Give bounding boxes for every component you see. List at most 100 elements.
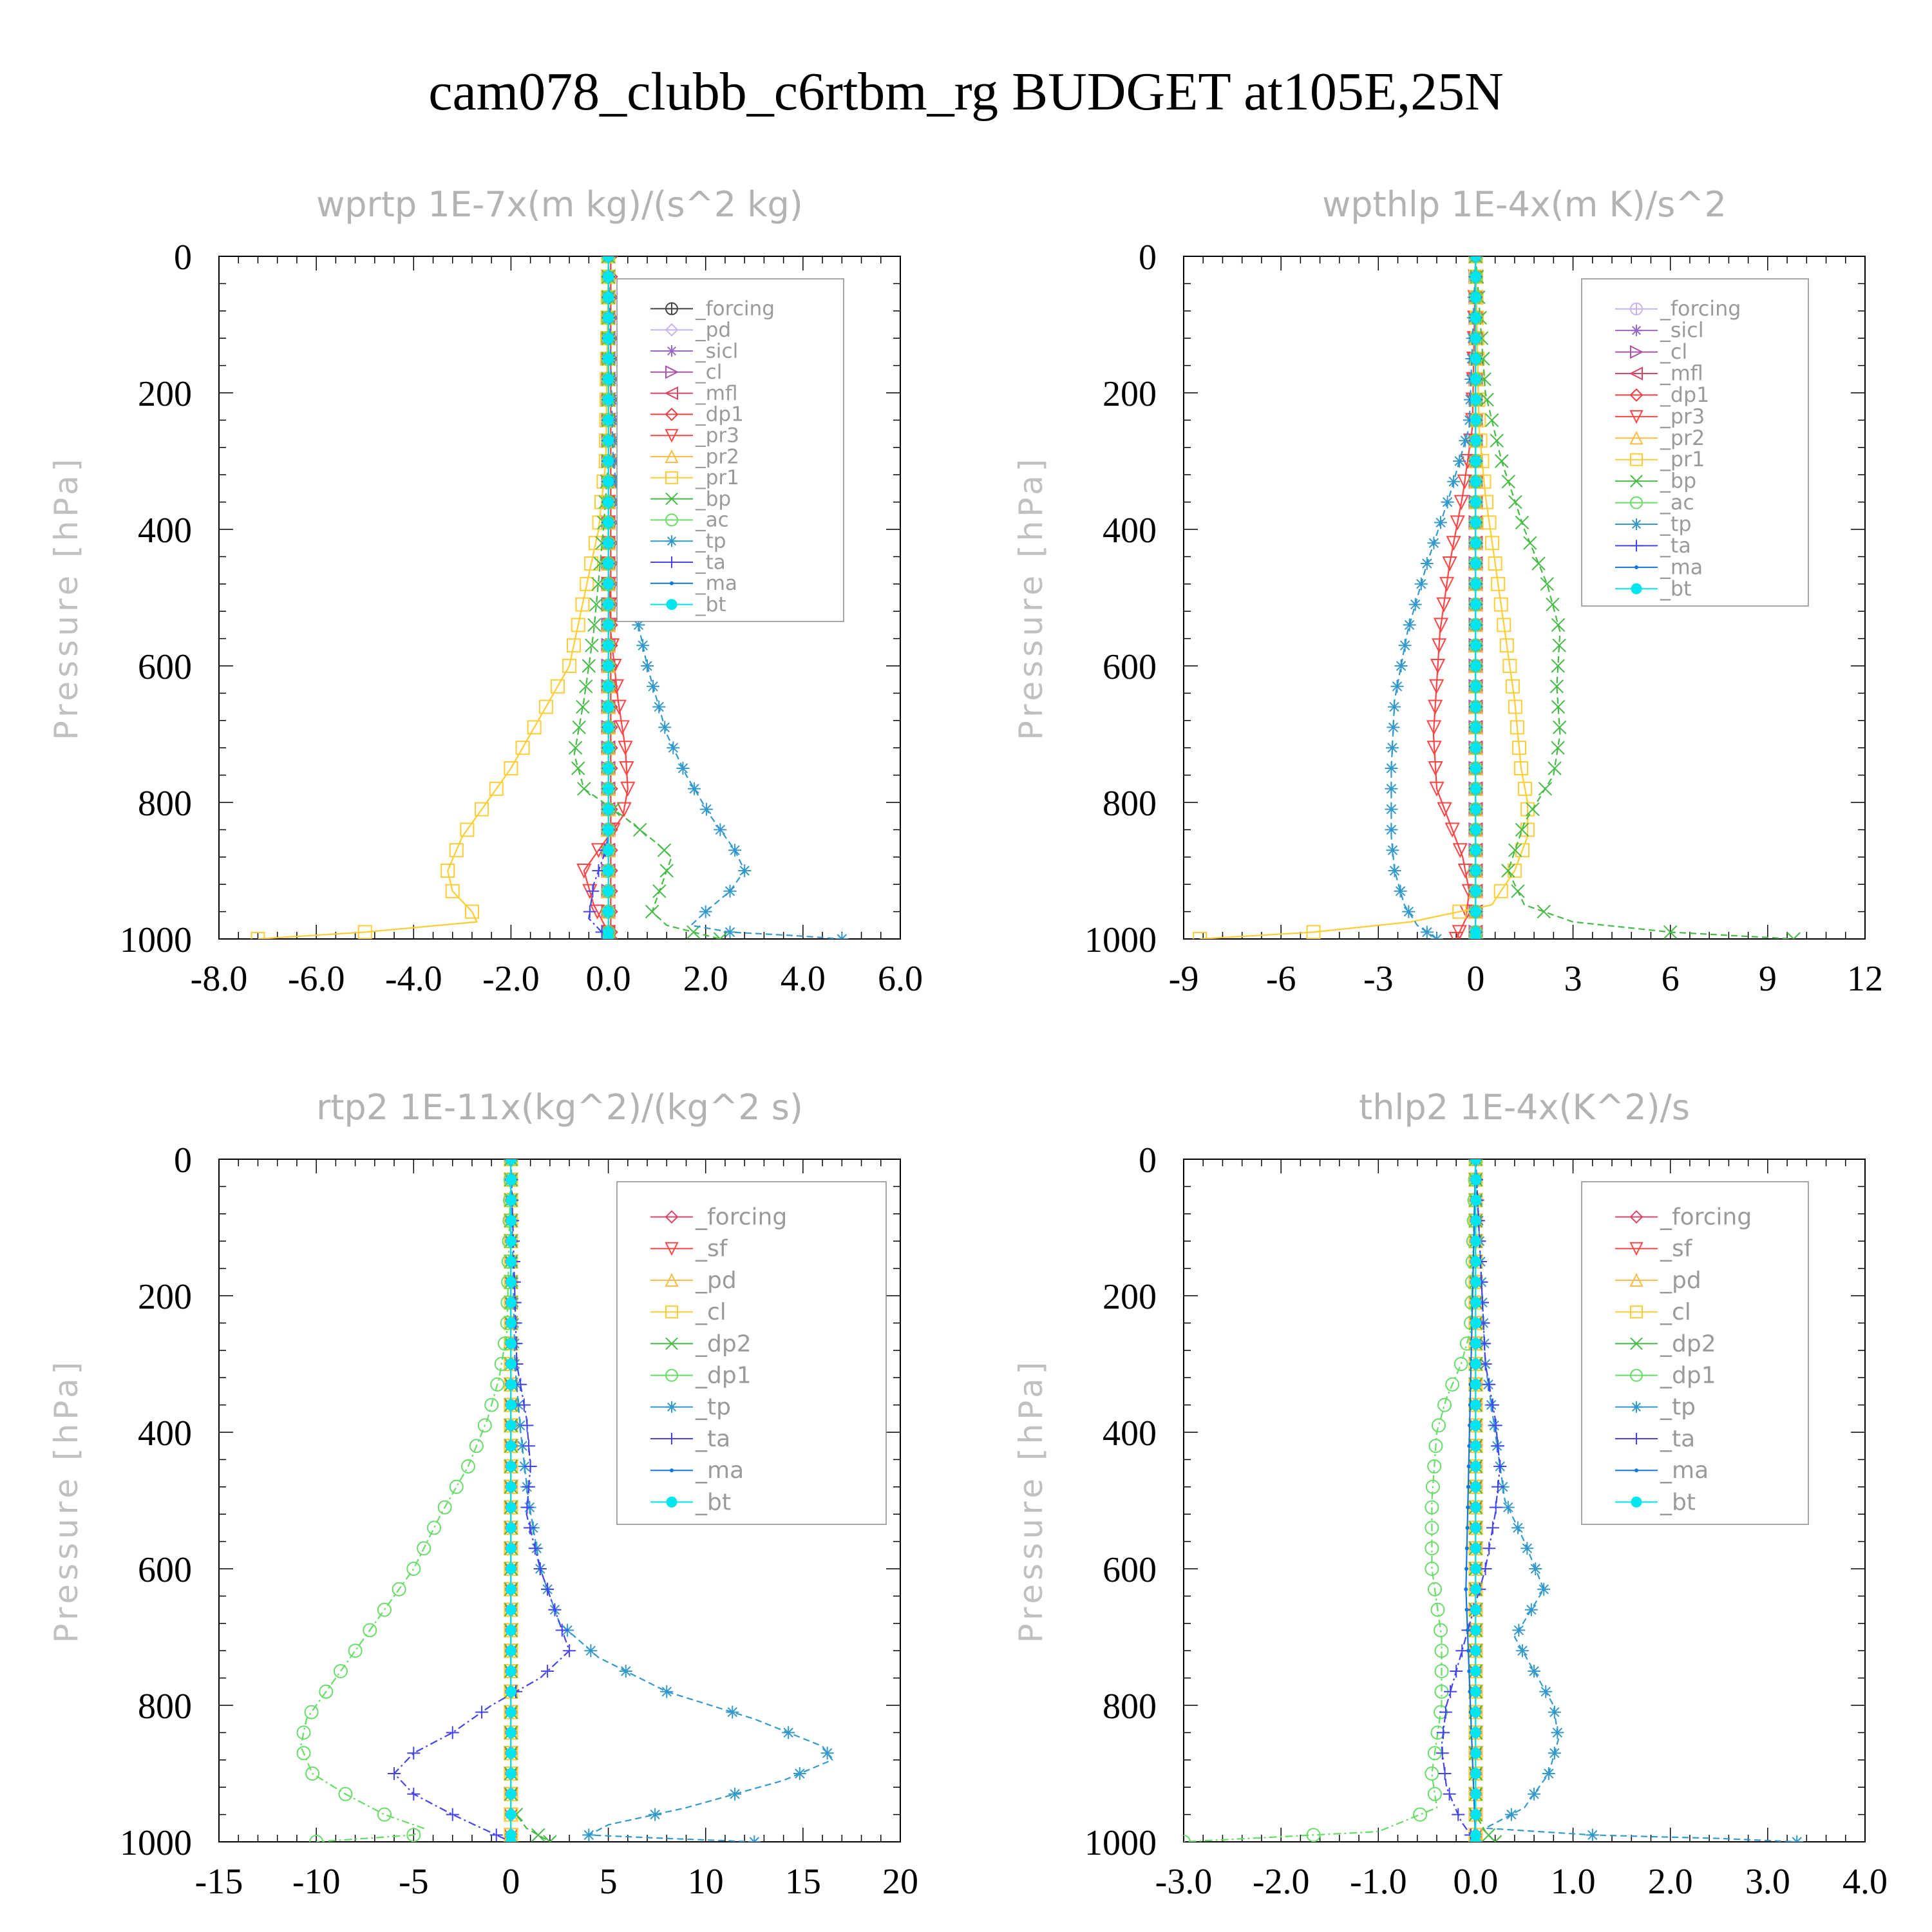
data-point xyxy=(1386,844,1399,857)
data-point xyxy=(1470,312,1481,323)
data-point xyxy=(505,1809,516,1821)
data-point xyxy=(652,884,667,898)
legend-item: _dp2 xyxy=(1615,1331,1716,1357)
data-point xyxy=(1470,516,1481,528)
legend-item: _ac xyxy=(1615,491,1694,515)
legend-item: _forcing xyxy=(1615,298,1741,321)
data-point xyxy=(505,1358,516,1370)
data-point xyxy=(587,618,601,632)
legend-frame xyxy=(616,278,844,622)
data-point xyxy=(1385,782,1398,795)
legend-marker xyxy=(666,1496,677,1508)
data-point xyxy=(1548,1705,1561,1719)
data-point xyxy=(319,1684,334,1699)
y-axis-label: Pressure [hPa] xyxy=(1012,1358,1050,1643)
tick-marks xyxy=(1183,1159,1866,1842)
data-point xyxy=(793,1767,806,1780)
data-point xyxy=(1470,1502,1481,1513)
data-point xyxy=(1470,374,1481,385)
data-point xyxy=(1501,475,1516,489)
data-point xyxy=(1490,433,1504,448)
legend-marker xyxy=(665,449,679,463)
data-point xyxy=(1428,761,1443,777)
data-point xyxy=(571,618,585,632)
figure-title: cam078_clubb_c6rtbm_rg BUDGET at105E,25N xyxy=(428,62,1504,122)
data-point xyxy=(1470,742,1481,753)
legend-marker xyxy=(665,429,679,443)
legend-label: _sicl xyxy=(695,339,738,363)
data-point xyxy=(1491,576,1506,591)
data-point xyxy=(1470,1419,1481,1431)
x-tick-label: 6 xyxy=(1662,959,1680,999)
data-point xyxy=(1518,781,1533,796)
data-point xyxy=(568,741,583,755)
legend-marker xyxy=(665,513,678,527)
y-tick-label: 800 xyxy=(1103,784,1157,824)
data-point xyxy=(548,1603,562,1616)
data-point xyxy=(505,1338,516,1349)
legend-marker xyxy=(665,407,679,421)
data-point xyxy=(1439,576,1455,592)
data-point xyxy=(1551,659,1565,673)
x-tick-label: 4.0 xyxy=(1842,1862,1888,1902)
data-point xyxy=(489,1828,503,1842)
data-point xyxy=(1444,822,1460,838)
data-point xyxy=(1459,434,1472,448)
data-point xyxy=(1505,679,1520,694)
legend-item: _sf xyxy=(1615,1236,1693,1262)
legend-item: _mfl xyxy=(1615,362,1703,385)
x-tick-label: 5 xyxy=(600,1862,618,1902)
data-point xyxy=(1470,497,1481,508)
legend-item: _ta xyxy=(1615,535,1691,558)
data-point xyxy=(1485,536,1500,551)
data-point xyxy=(1512,1624,1526,1637)
data-point xyxy=(580,576,594,591)
data-point xyxy=(603,865,614,876)
legend-label: _ma xyxy=(1660,556,1703,579)
legend-item: _mfl xyxy=(650,382,738,405)
data-point xyxy=(1470,394,1481,406)
legend-item: _pr1 xyxy=(1615,448,1705,471)
data-point xyxy=(1385,823,1398,837)
tick-marks xyxy=(218,256,901,940)
legend-marker xyxy=(1631,540,1642,552)
series-group xyxy=(251,256,849,939)
data-point xyxy=(582,659,596,673)
data-point xyxy=(1398,639,1412,652)
data-point xyxy=(1508,495,1522,509)
y-axis-label: Pressure [hPa] xyxy=(48,1358,85,1643)
data-point xyxy=(609,475,623,488)
y-tick-label: 1000 xyxy=(1084,1823,1157,1863)
data-point xyxy=(505,1563,516,1575)
legend-label: _forcing xyxy=(1660,298,1741,321)
legend-label: _forcing xyxy=(695,298,775,321)
x-tick-label: -3 xyxy=(1363,959,1394,999)
data-point xyxy=(647,679,660,693)
data-point xyxy=(603,455,614,467)
data-point xyxy=(1441,495,1454,509)
legend-marker xyxy=(665,323,679,337)
legend: _forcing_pd_sicl_cl_mfl_dp1_pr3_pr2_pr1_… xyxy=(616,278,844,622)
y-tick-label: 600 xyxy=(138,647,192,687)
data-point xyxy=(1429,781,1444,797)
data-point xyxy=(477,1418,492,1433)
data-point xyxy=(296,1725,311,1740)
legend-item: _sf xyxy=(650,1236,728,1262)
data-point xyxy=(1470,1338,1481,1349)
data-point xyxy=(1663,925,1678,939)
y-tick-label: 400 xyxy=(138,511,192,551)
data-point xyxy=(1466,1484,1470,1489)
y-tick-label: 1000 xyxy=(120,1823,192,1863)
data-point xyxy=(1454,1357,1468,1371)
data-point xyxy=(713,932,728,939)
legend-item: _sicl xyxy=(650,339,738,363)
data-point xyxy=(1394,884,1407,898)
legend-item: _cl xyxy=(650,361,722,384)
series-group xyxy=(296,1159,834,1842)
data-point xyxy=(576,699,590,714)
data-point xyxy=(1549,679,1564,694)
data-point xyxy=(484,1397,499,1412)
data-point xyxy=(406,1562,421,1576)
data-point xyxy=(603,933,614,939)
data-point xyxy=(377,1602,392,1617)
